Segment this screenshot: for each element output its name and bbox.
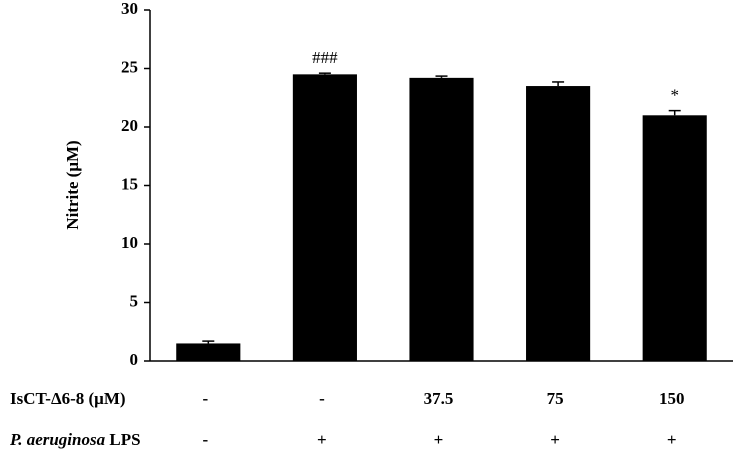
error-bar [668, 109, 681, 116]
error-bar [552, 81, 565, 87]
bar [292, 74, 357, 361]
error-bar [202, 340, 215, 344]
y-tick-label: 30 [121, 0, 138, 18]
y-tick-label: 0 [130, 350, 139, 369]
y-tick-label: 25 [121, 57, 138, 76]
y-tick-label: 10 [121, 233, 138, 252]
error-bar [318, 72, 331, 75]
row-value: 37.5 [424, 389, 454, 408]
row-value: 75 [547, 389, 564, 408]
row-label: IsCT-Δ6-8 (μM) [10, 389, 126, 408]
significance-label: * [670, 86, 679, 105]
significance-label: ### [312, 48, 338, 67]
row-label-part: P. aeruginosa [9, 430, 106, 449]
row-value: + [317, 430, 327, 449]
row-label-part: IsCT-Δ6-8 (μM) [10, 389, 126, 408]
bar [176, 343, 241, 361]
bar [526, 86, 591, 362]
y-axis-label: Nitrite (μM) [63, 140, 82, 229]
row-value: + [667, 430, 677, 449]
row-label-part: LPS [109, 430, 140, 449]
row-value: 150 [659, 389, 685, 408]
bar [642, 115, 707, 361]
row-value: - [202, 430, 208, 449]
bar [409, 77, 474, 362]
row-value: + [550, 430, 560, 449]
y-tick-label: 15 [121, 174, 138, 193]
y-tick-label: 5 [130, 291, 139, 310]
error-bar [435, 75, 448, 78]
row-value: - [319, 389, 325, 408]
row-value: + [434, 430, 444, 449]
y-tick-label: 20 [121, 116, 138, 135]
row-value: - [202, 389, 208, 408]
row-label: P. aeruginosa LPS [9, 430, 141, 449]
